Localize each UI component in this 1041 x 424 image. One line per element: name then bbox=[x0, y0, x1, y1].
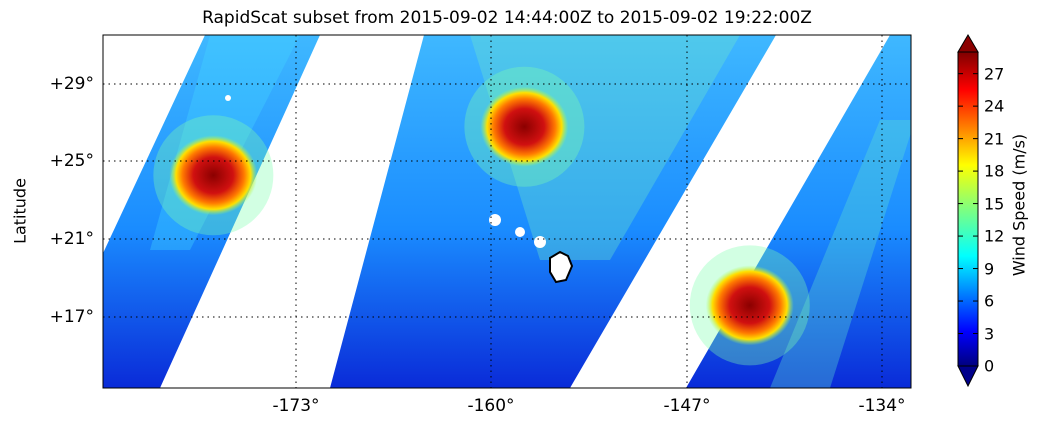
lat-label-17: +17° bbox=[49, 307, 94, 327]
swath-layer bbox=[103, 35, 911, 388]
lat-label-25: +25° bbox=[49, 151, 94, 171]
colorbar-tick-label: 15 bbox=[984, 194, 1005, 214]
lon-label-160: -160° bbox=[467, 396, 515, 416]
lon-label-147: -147° bbox=[663, 396, 711, 416]
storm-core bbox=[169, 135, 258, 216]
storm-core bbox=[705, 265, 794, 346]
colorbar bbox=[957, 34, 979, 388]
colorbar-tick-label: 3 bbox=[984, 324, 995, 344]
map-frame bbox=[102, 34, 912, 389]
lon-label-173: -173° bbox=[272, 396, 320, 416]
lat-label-29: +29° bbox=[49, 74, 94, 94]
colorbar-tick-label: 21 bbox=[984, 129, 1005, 149]
colorbar-tick-label: 27 bbox=[984, 64, 1005, 84]
map-title: RapidScat subset from 2015-09-02 14:44:0… bbox=[202, 8, 812, 28]
colorbar-label: Wind Speed (m/s) bbox=[1009, 133, 1029, 277]
storm-layer bbox=[153, 66, 810, 366]
colorbar-tick-label: 18 bbox=[984, 161, 1005, 181]
colorbar-tick-label: 0 bbox=[984, 356, 995, 376]
lat-label-21: +21° bbox=[49, 229, 94, 249]
colorbar-tick-label: 12 bbox=[984, 226, 1005, 246]
hawaii-island bbox=[549, 250, 574, 284]
colorbar-tick-label: 6 bbox=[984, 291, 995, 311]
colorbar-tick-label: 9 bbox=[984, 259, 995, 279]
storm-core bbox=[480, 86, 569, 167]
graticule bbox=[103, 35, 911, 388]
colorbar-tick-label: 24 bbox=[984, 96, 1005, 116]
lon-label-134: -134° bbox=[858, 396, 906, 416]
swath-2 bbox=[330, 35, 776, 388]
